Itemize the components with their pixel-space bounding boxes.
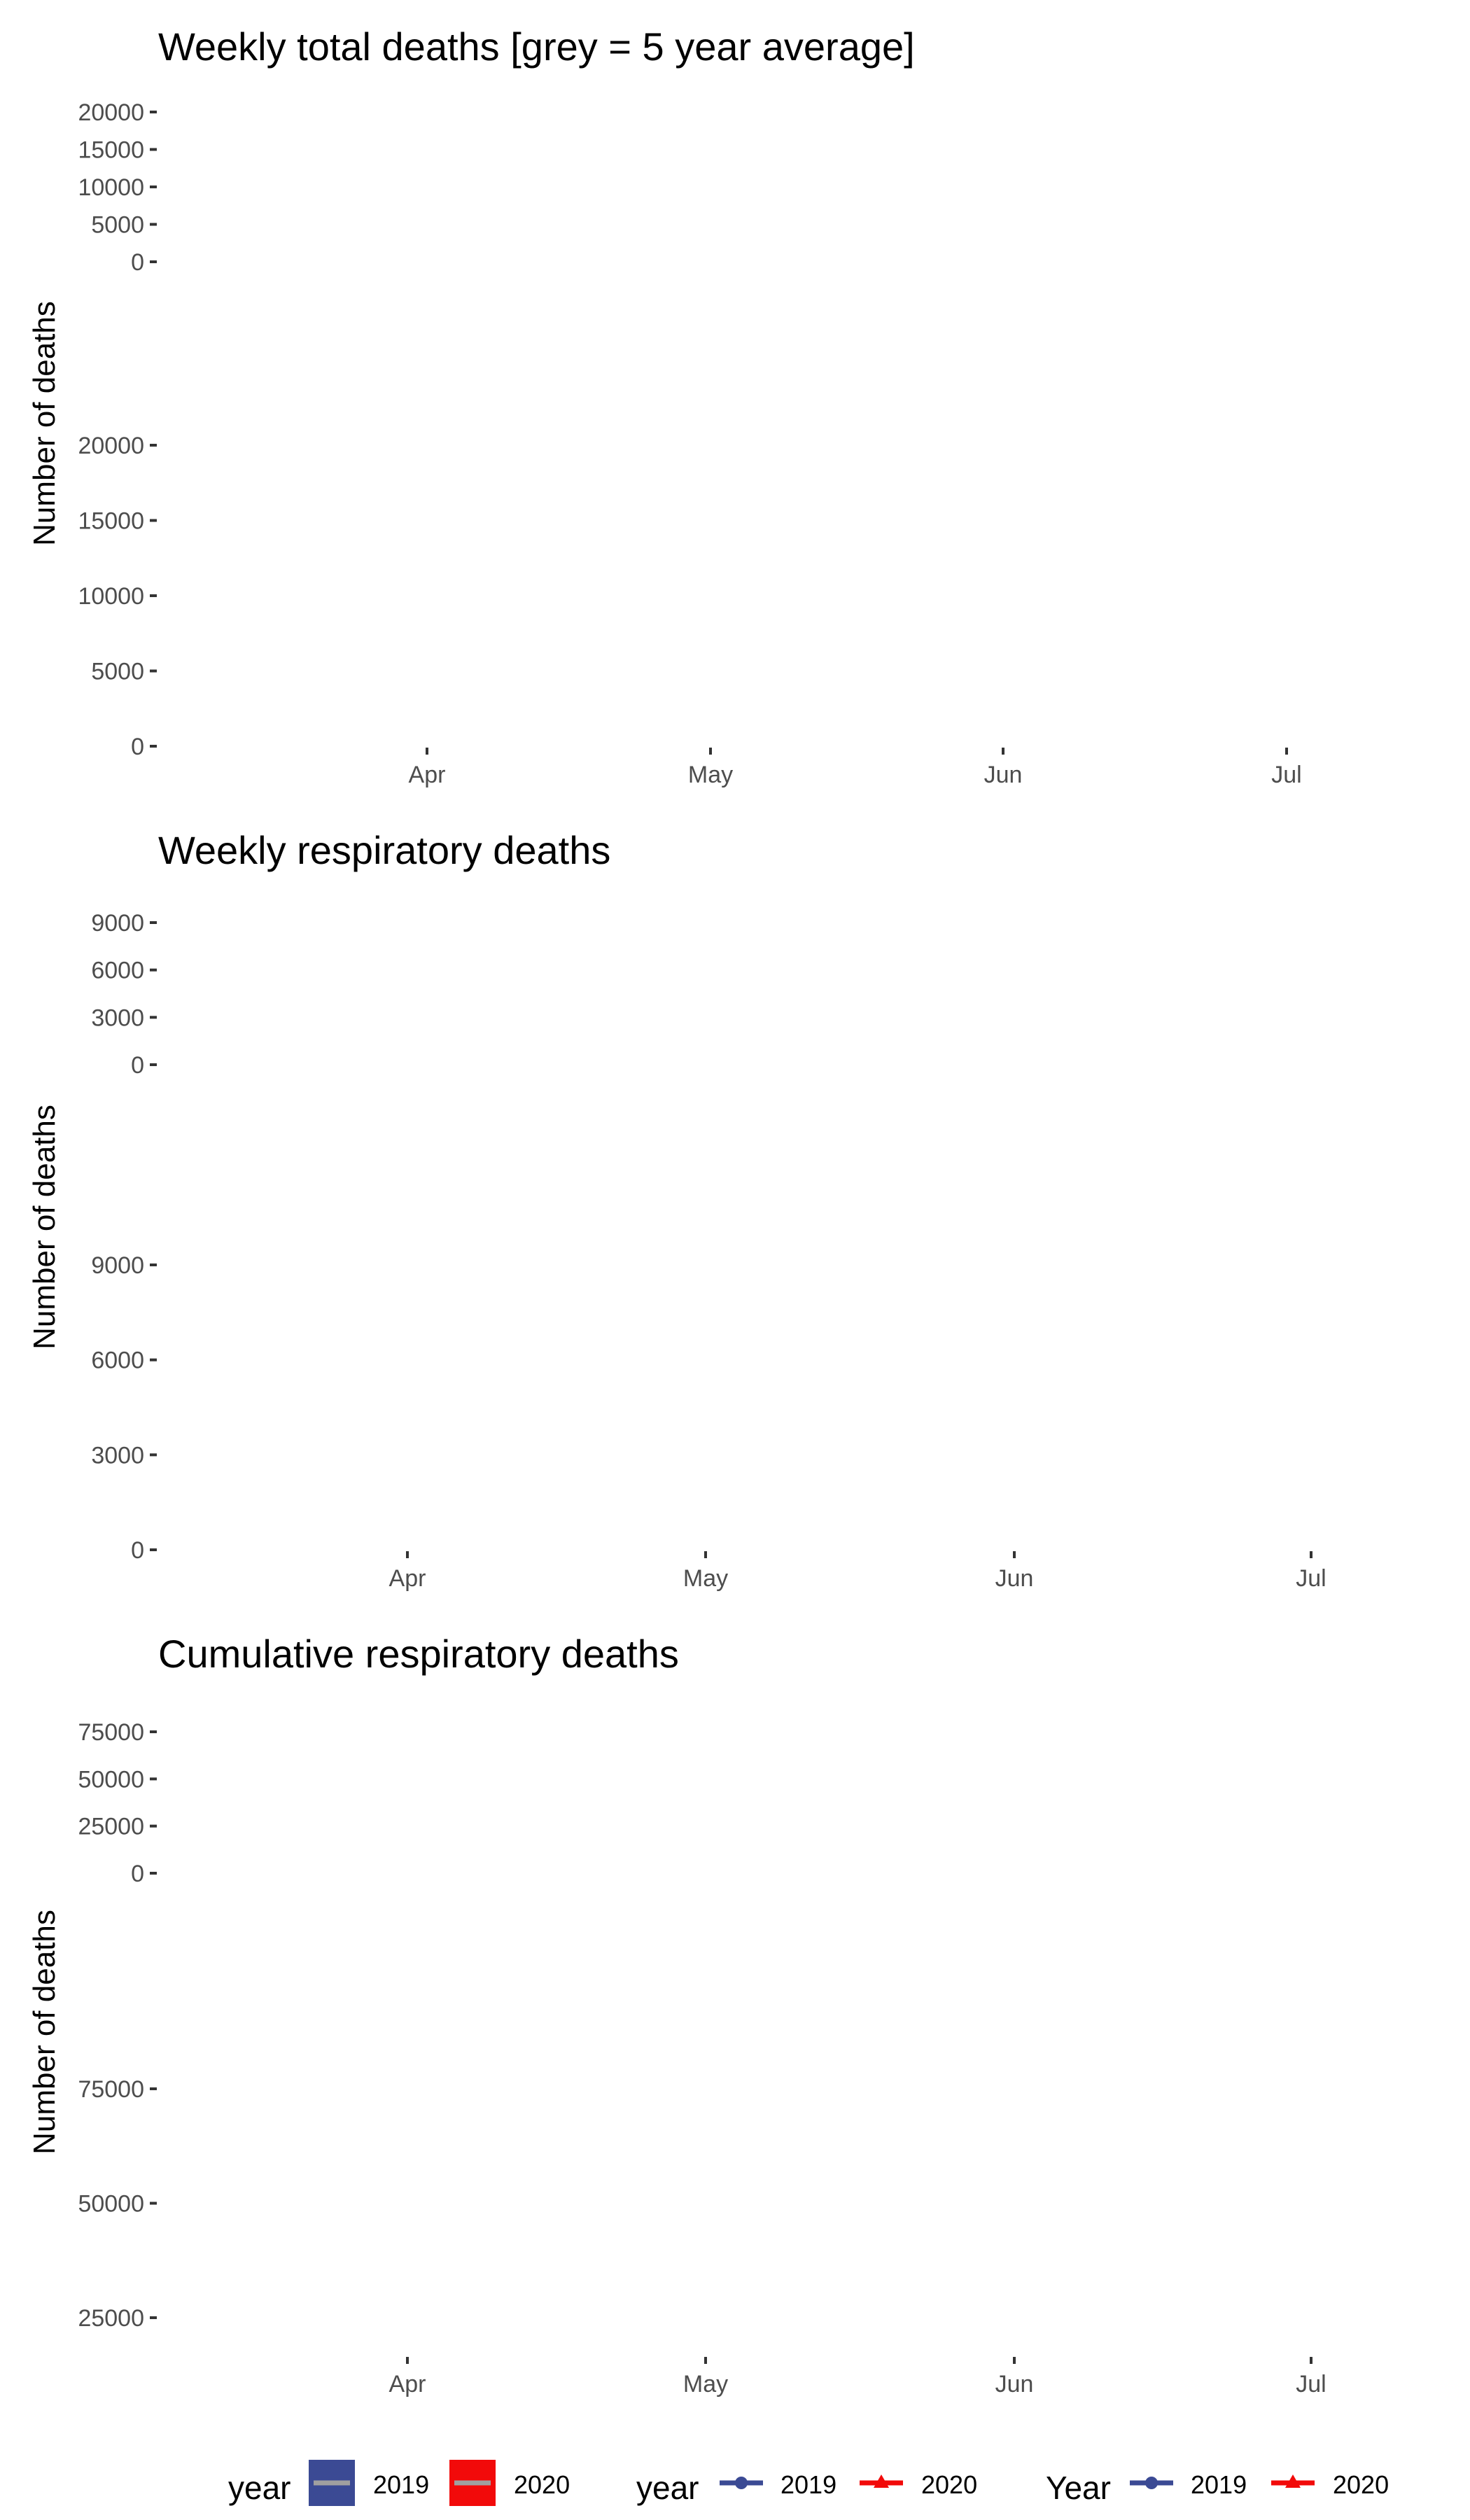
legend-key-marker-2019	[735, 2477, 748, 2489]
x-tick-label: May	[683, 1565, 728, 1592]
y-axis-label: Number of deaths	[27, 1910, 62, 2155]
x-tick-label: Apr	[389, 1565, 426, 1592]
y-tick-label: 20000	[78, 99, 144, 126]
y-tick-label: 75000	[78, 1719, 144, 1746]
y-tick-label: 15000	[78, 137, 144, 164]
y-tick-label: 6000	[91, 958, 144, 984]
x-tick-label: Jul	[1296, 2371, 1326, 2398]
legend-line-Year: Year 2019 2020	[1046, 2470, 1389, 2506]
y-tick-label: 75000	[78, 2076, 144, 2103]
x-axis: Apr May Jun Jul	[389, 1551, 1326, 1592]
legend-label-2019: 2019	[1191, 2470, 1247, 2499]
y-tick-label: 20000	[78, 433, 144, 459]
y-tick-label: 5000	[91, 212, 144, 239]
y-axis-label: Number of deaths	[27, 1105, 62, 1350]
y-tick-label: 3000	[91, 1442, 144, 1469]
x-tick-label: Apr	[389, 2371, 426, 2398]
y-tick-label: 50000	[78, 2191, 144, 2218]
legend-key-marker-2019	[1145, 2477, 1158, 2489]
y-tick-label: 0	[131, 734, 144, 760]
y-tick-label: 25000	[78, 2305, 144, 2332]
legend-title: year	[228, 2470, 290, 2506]
chart-title: Weekly respiratory deaths	[158, 828, 610, 872]
legend-fill-year: year 2019 2020	[228, 2460, 570, 2506]
x-tick-label: May	[688, 762, 733, 788]
chart-title: Cumulative respiratory deaths	[158, 1632, 679, 1676]
bottom-panel-y-axis: 0 5000 10000 15000 20000	[78, 433, 157, 760]
y-tick-label: 0	[131, 1537, 144, 1564]
chart-cumulative-respiratory-deaths: Cumulative respiratory deaths Number of …	[27, 1632, 1326, 2398]
top-panel-y-axis: 0 5000 10000 15000 20000	[78, 99, 157, 276]
y-tick-label: 0	[131, 249, 144, 276]
y-tick-label: 15000	[78, 508, 144, 535]
legend-label-2019: 2019	[780, 2470, 836, 2499]
legend-line-year: year 2019 2020	[636, 2470, 977, 2506]
chart-weekly-total-deaths: Weekly total deaths [grey = 5 year avera…	[27, 24, 1302, 788]
legend-label-2020: 2020	[1333, 2470, 1389, 2499]
y-tick-label: 9000	[91, 910, 144, 937]
top-panel-y-axis: 0 3000 6000 9000	[91, 910, 157, 1079]
y-tick-label: 9000	[91, 1252, 144, 1279]
bottom-panel-y-axis: 25000 50000 75000	[78, 2076, 157, 2332]
x-tick-label: Jul	[1296, 1565, 1326, 1592]
x-axis: Apr May Jun Jul	[409, 748, 1302, 788]
y-tick-label: 10000	[78, 174, 144, 201]
y-tick-label: 25000	[78, 1814, 144, 1840]
x-tick-label: Jul	[1271, 762, 1301, 788]
chart-title: Weekly total deaths [grey = 5 year avera…	[158, 24, 915, 69]
legend-key-marker-2020	[1285, 2474, 1301, 2488]
bottom-panel-y-axis: 0 3000 6000 9000	[91, 1252, 157, 1564]
y-tick-label: 10000	[78, 583, 144, 610]
x-tick-label: Jun	[995, 1565, 1034, 1592]
legend-label-2020: 2020	[514, 2470, 570, 2499]
x-axis: Apr May Jun Jul	[389, 2357, 1326, 2398]
x-tick-label: Apr	[409, 762, 446, 788]
y-tick-label: 3000	[91, 1004, 144, 1031]
y-tick-label: 50000	[78, 1766, 144, 1793]
y-tick-label: 5000	[91, 659, 144, 685]
x-tick-label: Jun	[995, 2371, 1034, 2398]
chart-weekly-respiratory-deaths: Weekly respiratory deaths Number of deat…	[27, 828, 1326, 1592]
x-tick-label: Jun	[984, 762, 1023, 788]
y-axis-label: Number of deaths	[27, 301, 62, 546]
top-panel-y-axis: 0 25000 50000 75000	[78, 1719, 157, 1887]
legend-title: year	[636, 2470, 699, 2506]
y-tick-label: 0	[131, 1861, 144, 1887]
legend-key-marker-2020	[874, 2474, 889, 2488]
legend-label-2020: 2020	[921, 2470, 977, 2499]
legend-title: Year	[1046, 2470, 1111, 2506]
x-tick-label: May	[683, 2371, 728, 2398]
legend-label-2019: 2019	[373, 2470, 429, 2499]
y-tick-label: 6000	[91, 1348, 144, 1374]
y-tick-label: 0	[131, 1052, 144, 1079]
